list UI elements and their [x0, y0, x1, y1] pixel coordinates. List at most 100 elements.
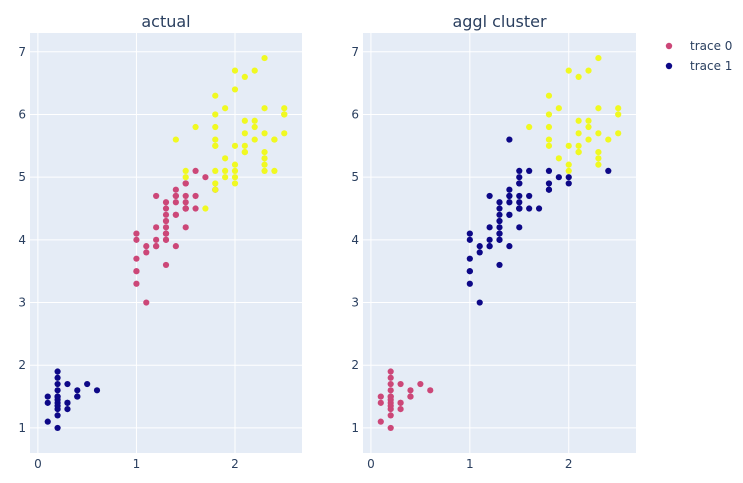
scatter-point-class-0 [516, 167, 523, 175]
scatter-point-class-0 [506, 186, 513, 193]
scatter-point-class-1 [427, 387, 434, 394]
y-tick-label: 7 [18, 45, 26, 59]
scatter-point-class-2 [261, 161, 268, 168]
scatter-point-class-1 [202, 174, 209, 181]
scatter-point-class-1 [162, 205, 170, 212]
scatter-point-class-0 [93, 387, 101, 394]
scatter-point-class-2 [585, 123, 592, 131]
scatter-point-class-2 [261, 105, 268, 112]
scatter-point-class-0 [466, 280, 473, 287]
plot-area[interactable] [30, 33, 302, 453]
scatter-point-class-0 [54, 387, 61, 394]
scatter-point-class-2 [172, 136, 179, 143]
scatter-point-class-2 [261, 149, 268, 156]
scatter-point-class-1 [192, 192, 199, 200]
scatter-point-class-2 [595, 105, 602, 112]
scatter-point-class-2 [575, 130, 582, 137]
scatter-point-class-2 [261, 130, 268, 137]
y-tick-label: 6 [351, 107, 359, 121]
y-tick-label: 2 [18, 358, 26, 372]
scatter-point-class-2 [212, 180, 219, 187]
scatter-point-class-2 [595, 130, 602, 137]
scatter-point-class-2 [526, 123, 533, 131]
scatter-point-class-0 [496, 261, 503, 269]
scatter-point-class-2 [241, 117, 248, 124]
y-tick-label: 2 [351, 358, 359, 372]
scatter-point-class-1 [417, 380, 424, 388]
scatter-point-class-0 [506, 211, 513, 218]
y-tick-label: 6 [18, 107, 26, 121]
scatter-point-class-0 [44, 399, 51, 406]
scatter-point-class-0 [516, 199, 523, 206]
scatter-point-class-2 [241, 130, 248, 137]
scatter-point-class-1 [192, 205, 199, 212]
scatter-point-class-2 [605, 136, 612, 143]
scatter-point-class-0 [516, 174, 523, 181]
scatter-point-class-1 [387, 412, 394, 419]
scatter-point-class-2 [271, 136, 278, 143]
legend-item-trace-0[interactable]: trace 0 [665, 39, 733, 53]
scatter-point-class-0 [496, 205, 503, 212]
scatter-point-class-0 [545, 167, 553, 175]
x-tick-label: 2 [231, 457, 239, 471]
scatter-point-class-2 [545, 111, 553, 118]
scatter-point-class-0 [476, 243, 483, 250]
scatter-point-class-0 [476, 299, 483, 306]
scatter-point-class-2 [565, 142, 572, 149]
scatter-point-class-2 [182, 167, 189, 175]
scatter-point-class-2 [231, 67, 239, 74]
scatter-point-class-2 [575, 73, 582, 80]
scatter-point-class-0 [565, 180, 572, 187]
scatter-point-class-2 [615, 111, 622, 118]
scatter-point-class-1 [162, 230, 170, 237]
legend-marker-trace-1 [665, 62, 673, 70]
scatter-point-class-1 [153, 243, 160, 250]
scatter-point-class-1 [162, 211, 170, 218]
scatter-point-class-2 [212, 111, 219, 118]
legend-item-trace-1[interactable]: trace 1 [665, 59, 733, 73]
scatter-point-class-2 [251, 136, 258, 143]
scatter-point-class-0 [466, 236, 473, 243]
subplot-aggl-cluster: 0 1 2 1 2 3 4 5 6 7 aggl cluster [351, 12, 636, 471]
scatter-point-class-1 [407, 393, 414, 400]
scatter-point-class-1 [397, 380, 404, 388]
scatter-point-class-2 [585, 136, 592, 143]
scatter-point-class-0 [64, 399, 71, 406]
scatter-point-class-2 [545, 136, 553, 143]
scatter-point-class-0 [74, 387, 81, 394]
scatter-point-class-1 [377, 418, 384, 425]
scatter-point-class-1 [153, 224, 160, 231]
scatter-point-class-2 [615, 105, 622, 112]
scatter-point-class-1 [182, 199, 189, 206]
scatter-point-class-2 [222, 105, 229, 112]
scatter-point-class-0 [496, 236, 503, 243]
scatter-point-class-0 [496, 211, 503, 218]
scatter-point-class-0 [54, 380, 61, 388]
legend: trace 0 trace 1 [665, 39, 733, 73]
scatter-point-class-0 [516, 205, 523, 212]
scatter-point-class-0 [486, 192, 493, 200]
scatter-point-class-1 [172, 186, 179, 193]
plot-area[interactable] [363, 33, 636, 453]
scatter-point-class-2 [212, 92, 219, 99]
scatter-point-class-1 [387, 374, 394, 381]
scatter-point-class-0 [466, 255, 473, 262]
scatter-point-class-2 [222, 174, 229, 181]
scatter-point-class-0 [496, 217, 503, 225]
scatter-point-class-1 [172, 199, 179, 206]
scatter-point-class-0 [54, 412, 61, 419]
scatter-point-class-0 [516, 192, 523, 200]
scatter-point-class-1 [153, 192, 160, 200]
scatter-point-class-2 [281, 111, 288, 118]
scatter-point-class-0 [64, 406, 71, 413]
scatter-point-class-1 [182, 180, 189, 187]
y-tick-label: 7 [351, 45, 359, 59]
scatter-point-class-1 [143, 249, 150, 256]
scatter-point-class-0 [64, 380, 71, 388]
scatter-point-class-0 [565, 174, 572, 181]
scatter-point-class-2 [585, 117, 592, 124]
scatter-point-class-1 [387, 380, 394, 388]
scatter-point-class-2 [281, 130, 288, 137]
scatter-point-class-2 [555, 105, 562, 112]
